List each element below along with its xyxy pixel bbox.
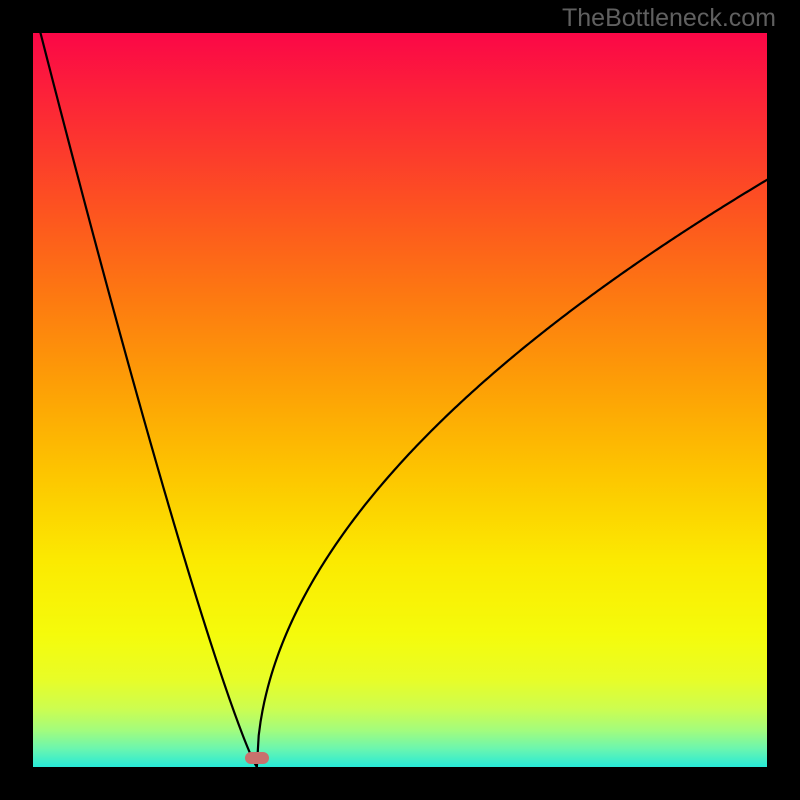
optimal-point-marker bbox=[245, 752, 269, 764]
bottleneck-curve bbox=[33, 33, 767, 767]
chart-stage: TheBottleneck.com bbox=[0, 0, 800, 800]
bottleneck-curve-svg bbox=[33, 33, 767, 767]
plot-area bbox=[33, 33, 767, 767]
watermark-text: TheBottleneck.com bbox=[562, 4, 776, 33]
